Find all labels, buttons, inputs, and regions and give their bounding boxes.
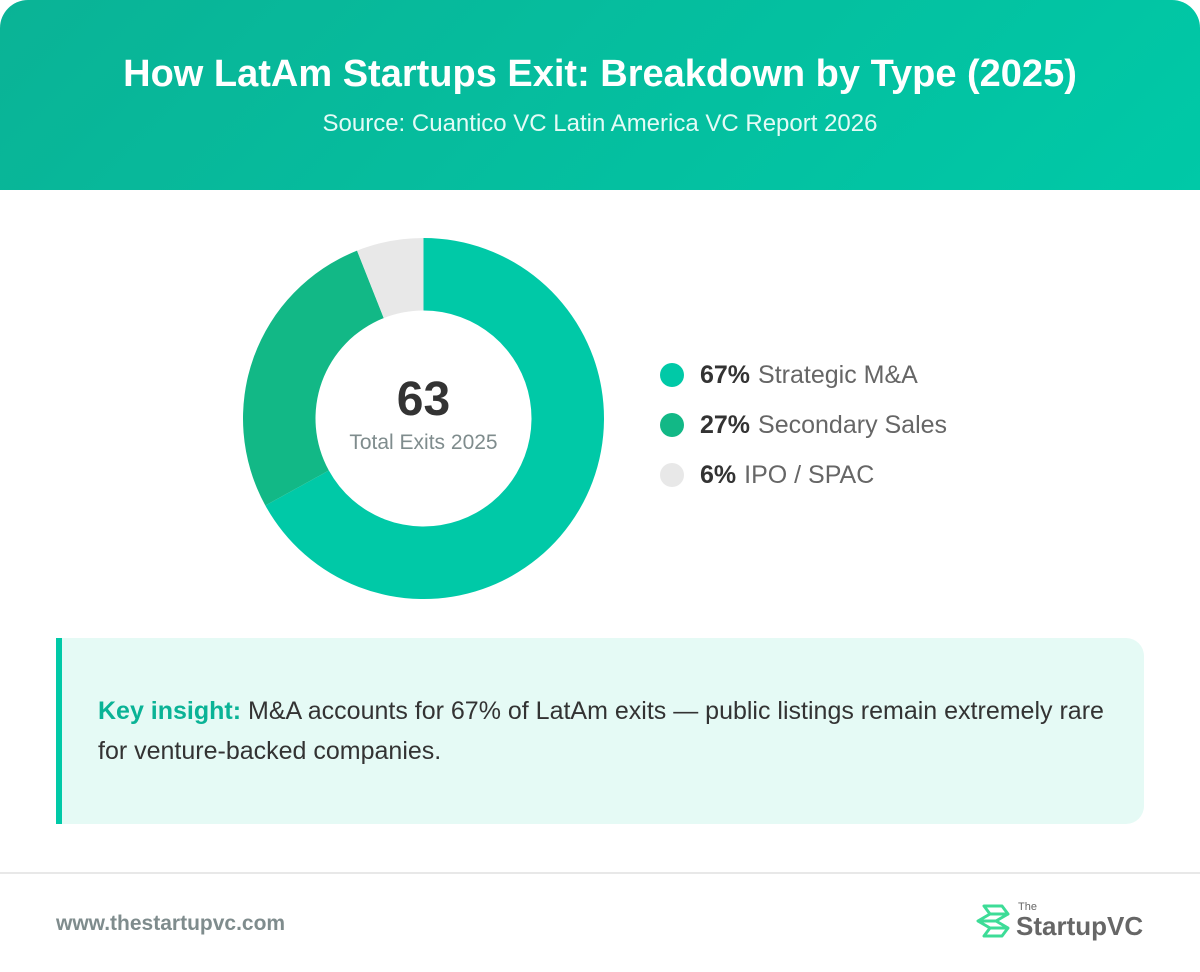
logo-name: StartupVC: [1016, 911, 1144, 941]
donut-center: 63 Total Exits 2025: [243, 238, 604, 599]
chart-area: 63 Total Exits 2025 67% Strategic M&A 27…: [0, 190, 1200, 638]
startupvc-logo: The StartupVC: [976, 902, 1143, 939]
legend-pct: 67%: [700, 360, 751, 389]
insight-text: Key insight: M&A accounts for 67% of Lat…: [98, 691, 1104, 771]
legend-dot-icon: [660, 363, 684, 387]
source-subtitle: Source: Cuantico VC Latin America VC Rep…: [322, 110, 878, 137]
legend-dot-icon: [660, 413, 684, 437]
key-insight-box: Key insight: M&A accounts for 67% of Lat…: [56, 638, 1144, 824]
donut-segment-ipo-spac: [357, 238, 424, 319]
donut-svg: [243, 238, 604, 599]
chart-legend: 67% Strategic M&A 27% Secondary Sales 6%…: [660, 350, 947, 500]
total-exits-value: 63: [396, 372, 451, 426]
legend-label: Strategic M&A: [758, 360, 918, 389]
legend-dot-icon: [660, 463, 684, 487]
logo-wordmark: The StartupVC: [1016, 901, 1144, 941]
legend-label: IPO / SPAC: [744, 460, 875, 489]
legend-label: Secondary Sales: [758, 410, 948, 439]
legend-pct: 27%: [700, 410, 751, 439]
donut-segment-secondary-sales: [243, 250, 384, 506]
page-title: How LatAm Startups Exit: Breakdown by Ty…: [123, 53, 1077, 95]
footer: www.thestartupvc.com The StartupVC: [0, 872, 1200, 972]
logo-the: The: [1018, 901, 1037, 913]
header-banner: How LatAm Startups Exit: Breakdown by Ty…: [0, 0, 1200, 190]
legend-pct: 6%: [700, 460, 737, 489]
donut-chart: 63 Total Exits 2025: [243, 238, 604, 599]
total-exits-caption: Total Exits 2025: [349, 430, 498, 454]
website-link[interactable]: www.thestartupvc.com: [56, 912, 286, 935]
logo-mark-icon: [976, 904, 1010, 937]
legend-item-secondary-sales: 27% Secondary Sales: [660, 400, 947, 450]
insight-key-label: Key insight:: [98, 697, 242, 725]
insight-body: M&A accounts for 67% of LatAm exits — pu…: [98, 697, 1104, 765]
donut-segment-strategic-m-a: [265, 238, 604, 599]
legend-item-ipo-spac: 6% IPO / SPAC: [660, 450, 947, 500]
legend-item-strategic-ma: 67% Strategic M&A: [660, 350, 947, 400]
